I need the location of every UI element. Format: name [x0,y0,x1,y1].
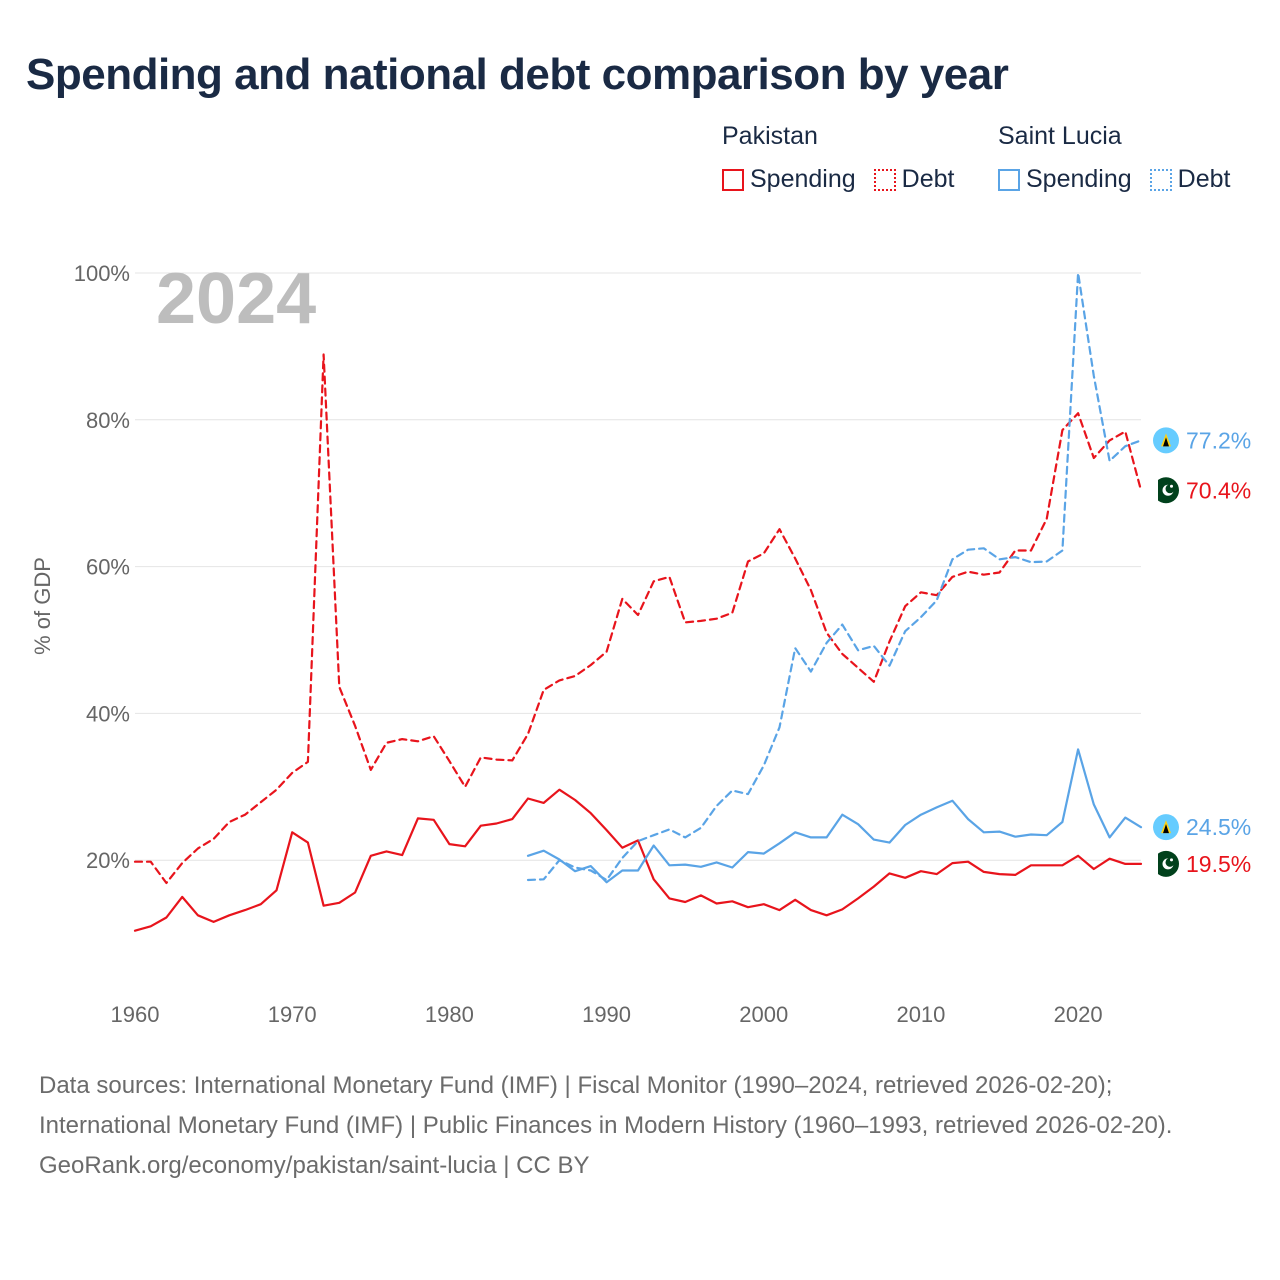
flag-star [1170,484,1173,488]
y-tick-label: 100% [74,261,130,286]
series-line-saint-lucia-debt [526,271,1143,882]
end-value-label: 24.5% [1186,814,1251,840]
y-tick-label: 20% [86,848,130,873]
flag-triangle-black [1163,824,1169,834]
flag-white-band [1153,477,1158,504]
x-tick-label: 1960 [111,1002,160,1027]
end-label-saint-lucia-spending: 24.5% [1153,814,1251,841]
end-label-pakistan-debt: 70.4% [1153,477,1251,504]
legend-swatch-dotted [1149,168,1172,191]
series-line-pakistan-spending [133,788,1143,932]
x-tick-label: 1970 [268,1002,317,1027]
legend-swatch-solid [998,168,1020,191]
end-value-label: 19.5% [1186,851,1251,877]
legend-saint-lucia-debt[interactable]: Debt [1149,165,1231,194]
flag-triangle-black [1163,437,1169,447]
legend-swatch-dotted [873,168,896,191]
year-watermark: 2024 [156,259,316,339]
legend-pakistan-spending[interactable]: Spending [722,165,856,194]
y-tick-label: 40% [86,701,130,726]
saint-lucia-flag [1153,427,1179,454]
series-line-pakistan-debt [133,353,1143,885]
line-chart: 20% 40% 60% 80% 100% 1960 1970 1980 1990 2000 2010… [30,259,1251,1027]
footer: Data sources: International Monetary Fun… [39,1066,1239,1186]
legend-label: Debt [901,165,955,193]
x-tick-label: 1990 [582,1002,631,1027]
legend-group-pakistan: Pakistan Spending Debt [722,122,954,194]
legend-swatch-solid [722,168,744,191]
legend-label: Spending [750,165,856,193]
flag-white-band [1153,850,1158,877]
x-tick-label: 2000 [739,1002,788,1027]
y-tick-label: 60% [86,555,130,580]
pakistan-flag [1153,477,1179,504]
legend-pakistan-debt[interactable]: Debt [873,165,955,194]
end-label-saint-lucia-debt: 77.2% [1153,427,1251,454]
flag-crescent-inner [1165,484,1175,494]
x-tick-label: 2020 [1054,1002,1103,1027]
series-line-saint-lucia-spending [526,748,1143,884]
x-tick-label: 2010 [896,1002,945,1027]
legend-label: Spending [1026,165,1132,193]
end-value-label: 70.4% [1186,477,1251,503]
saint-lucia-flag [1153,814,1179,841]
legend-group-title: Pakistan [722,122,818,150]
flag-star [1170,858,1173,862]
legend-label: Debt [1177,165,1231,193]
x-tick-label: 1980 [425,1002,474,1027]
legend-group-title: Saint Lucia [998,122,1122,150]
y-axis-label: % of GDP [30,557,55,655]
y-tick-label: 80% [86,408,130,433]
end-value-label: 77.2% [1186,427,1251,453]
legend-group-saint-lucia: Saint Lucia Spending Debt [998,122,1230,194]
end-label-pakistan-spending: 19.5% [1153,850,1251,877]
data-sources: Data sources: International Monetary Fun… [39,1072,1173,1139]
flag-crescent-inner [1165,857,1175,867]
chart-title: Spending and national debt comparison by… [26,50,1009,99]
pakistan-flag [1153,850,1179,877]
legend-saint-lucia-spending[interactable]: Spending [998,165,1132,194]
credit-line: GeoRank.org/economy/pakistan/saint-lucia… [39,1152,590,1179]
